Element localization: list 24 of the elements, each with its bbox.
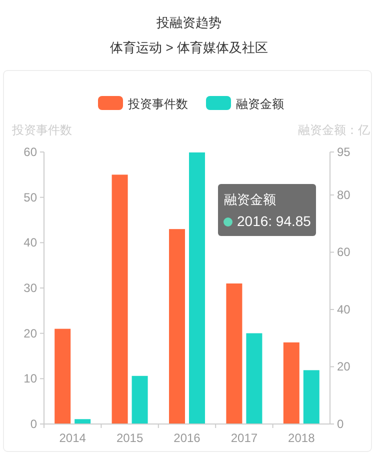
tick: 20 xyxy=(337,360,350,374)
tick: 80 xyxy=(337,188,350,202)
legend: 融资金额 xyxy=(236,97,284,111)
tick: 2017 xyxy=(230,431,258,445)
legend: 投资事件数 xyxy=(128,97,188,111)
tick: 40 xyxy=(337,302,350,316)
tick: 2018 xyxy=(288,431,315,445)
tick: 2014 xyxy=(59,431,86,445)
tick: 30 xyxy=(24,281,37,295)
tick: 0 xyxy=(337,417,344,431)
tick: 60 xyxy=(24,145,37,159)
text: 投融资趋势 xyxy=(156,15,222,30)
tick: 10 xyxy=(24,372,37,386)
annotation: 2016: 94.85 xyxy=(237,213,311,229)
tick: 40 xyxy=(24,236,37,250)
tick: 2015 xyxy=(116,431,144,445)
tick: 50 xyxy=(24,190,37,204)
tick: 0 xyxy=(30,417,37,431)
tick: 20 xyxy=(24,326,37,340)
text: 体育运动 > 体育媒体及社区 xyxy=(110,40,268,55)
tick: 2016 xyxy=(174,431,200,445)
annotation: 融资金额 xyxy=(224,192,276,207)
tick: 95 xyxy=(337,145,350,159)
tick: 60 xyxy=(337,245,350,260)
